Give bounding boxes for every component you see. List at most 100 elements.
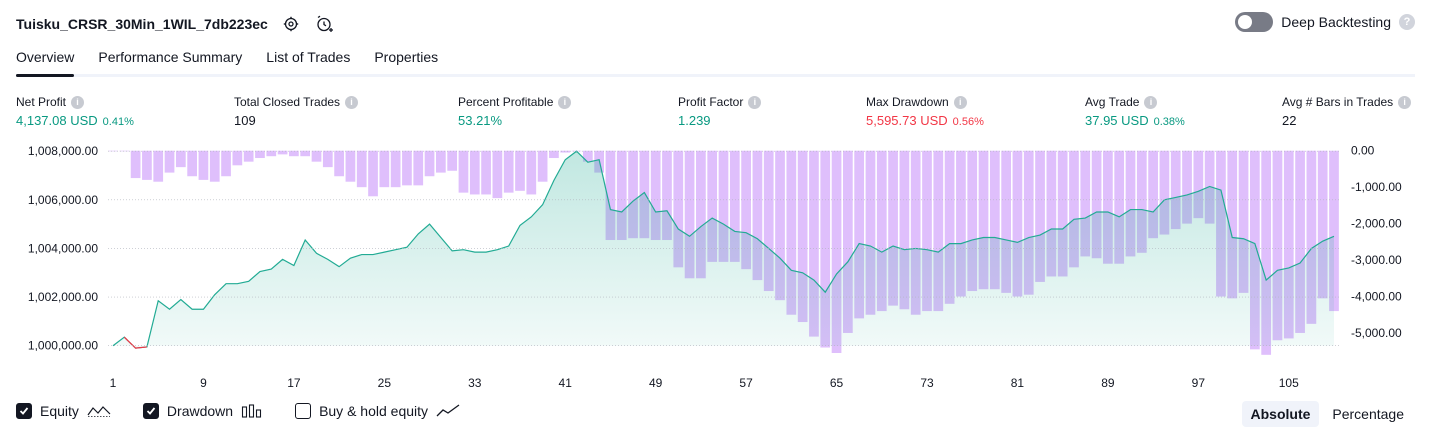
settings-gear-icon[interactable] [280, 13, 302, 35]
right-axis-tick-label: -5,000.00 [1351, 326, 1402, 340]
metric-value: 53.21% [458, 113, 503, 128]
drawdown-bar [650, 150, 661, 241]
drawdown-bar [549, 150, 559, 159]
drawdown-bar [1170, 150, 1181, 230]
x-axis-tick-label: 81 [1011, 376, 1025, 390]
drawdown-bar [1091, 150, 1102, 259]
drawdown-bar [662, 150, 672, 241]
absolute-button[interactable]: Absolute [1241, 401, 1320, 427]
drawdown-bar [526, 150, 537, 195]
x-axis-tick-label: 25 [378, 376, 392, 390]
drawdown-bar [1080, 150, 1091, 257]
drawdown-bar [933, 150, 944, 312]
drawdown-bar [447, 150, 458, 171]
drawdown-bar [752, 150, 763, 281]
metric-percent: 0.56% [952, 116, 984, 128]
info-icon[interactable]: i [558, 95, 572, 109]
x-axis-tick-label: 41 [559, 376, 573, 390]
left-axis-tick-label: 1,008,000.00 [28, 144, 98, 158]
drawdown-bar [221, 150, 231, 177]
drawdown-bar [1306, 150, 1317, 324]
deep-backtesting-toggle[interactable] [1235, 12, 1274, 32]
drawdown-bar [379, 150, 390, 188]
add-alert-clock-icon[interactable] [314, 13, 336, 35]
drawdown-bar [707, 150, 718, 262]
info-icon[interactable]: i [953, 95, 967, 109]
drawdown-bar [277, 150, 288, 155]
metric-max-drawdown: Max Drawdown i 5,595.73 USD 0.56% [866, 94, 984, 128]
info-icon[interactable]: i [1398, 95, 1412, 109]
tab-list-of-trades[interactable]: List of Trades [266, 49, 351, 65]
info-icon[interactable]: i [1144, 95, 1158, 109]
drawdown-bar [153, 150, 164, 182]
drawdown-bar [876, 150, 887, 312]
metric-value: 4,137.08 USD [16, 113, 98, 128]
drawdown-bar [944, 150, 955, 304]
equity-checkbox[interactable] [16, 403, 32, 419]
drawdown-bar [537, 150, 548, 182]
drawdown-bar [729, 150, 740, 262]
drawdown-bar [786, 150, 797, 315]
drawdown-bar [1114, 150, 1125, 264]
drawdown-bar [1238, 150, 1249, 293]
right-axis-tick-label: -1,000.00 [1351, 180, 1402, 194]
legend-equity[interactable]: Equity [16, 403, 111, 419]
percentage-button[interactable]: Percentage [1332, 406, 1404, 422]
drawdown-bar [469, 150, 480, 195]
metric-percent: 0.41% [102, 116, 134, 128]
drawdown-bar [232, 150, 243, 166]
right-axis-tick-label: -4,000.00 [1351, 290, 1402, 304]
metric-profit-factor: Profit Factor i 1.239 [678, 94, 762, 128]
buy-hold-checkbox[interactable] [295, 403, 312, 419]
tab-properties[interactable]: Properties [374, 49, 439, 65]
drawdown-bar [843, 150, 853, 333]
info-icon[interactable]: i [345, 95, 359, 109]
drawdown-bar [956, 150, 966, 297]
legend-drawdown[interactable]: Drawdown [142, 403, 263, 419]
legend-buy-hold-equity[interactable]: Buy & hold equity [295, 403, 460, 419]
info-icon[interactable]: i [71, 95, 85, 109]
drawdown-bar [1261, 150, 1272, 355]
drawdown-bar [368, 150, 378, 197]
right-axis-tick-label: -3,000.00 [1351, 253, 1402, 267]
drawdown-bar [1159, 150, 1170, 235]
drawdown-bar [831, 150, 842, 353]
drawdown-bar [1329, 150, 1339, 312]
drawdown-checkbox[interactable] [142, 403, 159, 419]
drawdown-bar [1069, 150, 1079, 268]
drawdown-bar [436, 150, 446, 173]
tab-overview[interactable]: Overview [16, 44, 75, 77]
equity-drawdown-chart[interactable]: 1,008,000.00 1,006,000.00 1,004,000.00 1,00… [0, 140, 1431, 395]
drawdown-bar [243, 150, 254, 162]
drawdown-bar [763, 150, 774, 292]
metric-value: 109 [234, 113, 256, 128]
drawdown-bar [503, 150, 514, 193]
drawdown-bar [187, 150, 197, 177]
help-question-icon[interactable]: ? [1399, 14, 1415, 30]
metric-label: Profit Factor [678, 95, 744, 109]
drawdown-bar [854, 150, 865, 319]
drawdown-bar [175, 150, 186, 168]
drawdown-bar [1295, 150, 1305, 333]
metric-value: 22 [1282, 113, 1297, 128]
drawdown-bar [888, 150, 898, 306]
drawdown-bar [684, 150, 695, 279]
metric-label: Percent Profitable [458, 95, 554, 109]
tab-performance-summary[interactable]: Performance Summary [98, 49, 243, 65]
drawdown-bar [1182, 150, 1192, 224]
toggle-knob [1238, 15, 1253, 29]
drawdown-bar [967, 150, 978, 292]
drawdown-bar [1046, 150, 1057, 277]
x-axis-tick-label: 89 [1101, 376, 1115, 390]
metric-value: 1.239 [678, 113, 711, 128]
metric-value: 37.95 USD [1085, 113, 1149, 128]
drawdown-bar [560, 150, 571, 153]
drawdown-bar [718, 150, 729, 262]
x-axis-tick-label: 9 [200, 376, 207, 390]
drawdown-bar [164, 150, 175, 173]
drawdown-bar [673, 150, 684, 268]
metric-avg-bars-in-trades: Avg # Bars in Trades i 22 [1282, 94, 1412, 128]
info-icon[interactable]: i [748, 95, 762, 109]
metric-avg-trade: Avg Trade i 37.95 USD 0.38% [1085, 94, 1185, 128]
drawdown-bar [1012, 150, 1023, 297]
